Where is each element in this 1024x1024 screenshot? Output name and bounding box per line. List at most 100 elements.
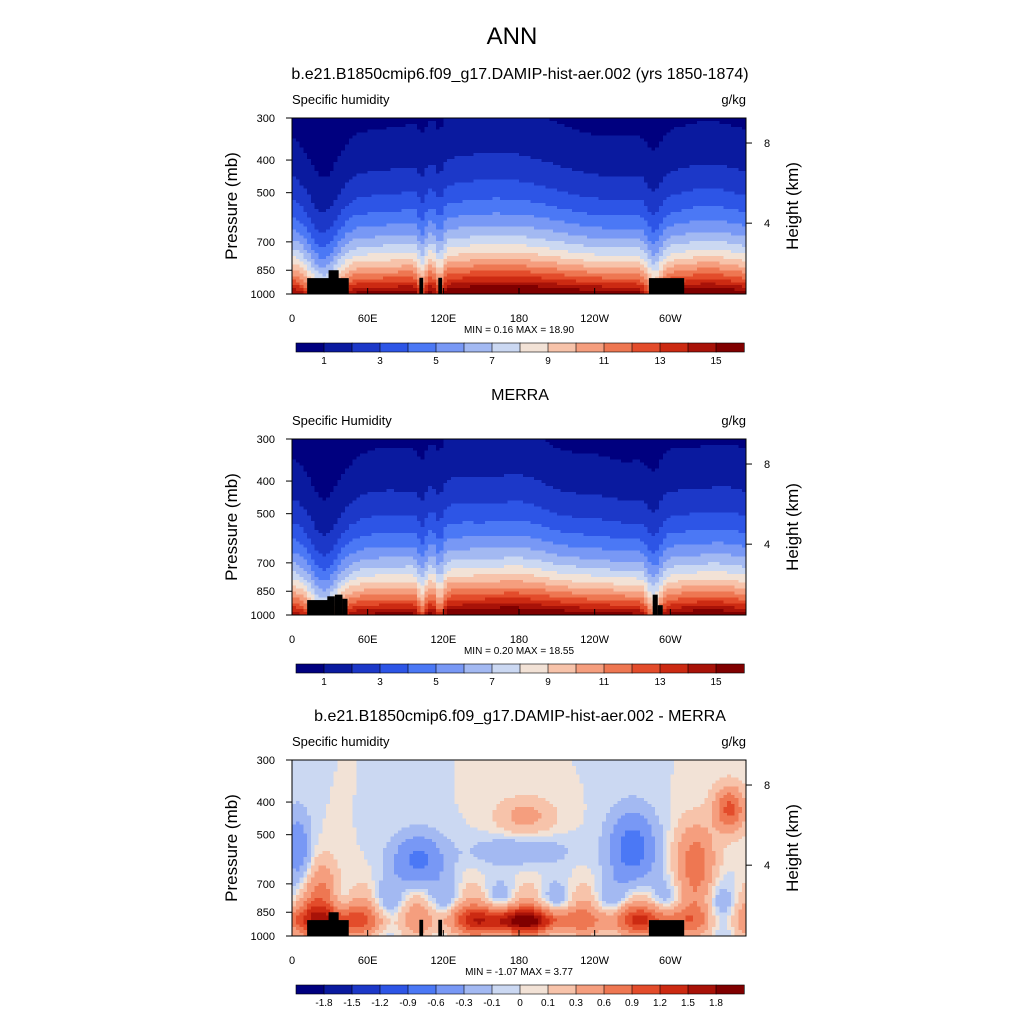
colorbar-label: 13: [654, 677, 666, 688]
colorbar: -1.8 -1.5 -1.2 -0.9 -0.6 -0.3 -0.1 0 0.1 0.3 0.6 0.…: [295, 984, 745, 1009]
y-tick-label: 850: [257, 907, 275, 919]
panel-3: b.e21.B1850cmip6.f09_g17.DAMIP-hist-aer.…: [222, 708, 802, 1009]
colorbar-label: 15: [710, 677, 722, 688]
colorbar-label: 9: [545, 356, 551, 367]
figure-title: ANN: [487, 23, 538, 50]
colorbar-label: 1.8: [709, 998, 723, 1009]
colorbar-label: 5: [433, 356, 439, 367]
contour-field: [292, 118, 747, 295]
x-tick-label: 60E: [358, 313, 378, 325]
colorbar-label: 7: [489, 677, 495, 688]
colorbar-label: 1.5: [681, 998, 695, 1009]
colorbar: 1 3 5 7 9 11 13 15: [295, 342, 745, 367]
colorbar-box: [659, 342, 689, 353]
units-label: g/kg: [721, 734, 746, 749]
colorbar-box: [519, 342, 549, 353]
units-label: g/kg: [721, 413, 746, 428]
colorbar-label: 3: [377, 677, 383, 688]
colorbar-box: [715, 342, 745, 353]
colorbar-box: [407, 342, 437, 353]
y-right-tick-label: 8: [764, 459, 770, 471]
colorbar-box: [379, 342, 409, 353]
colorbar-box: [379, 984, 409, 995]
colorbar-box: [631, 663, 661, 674]
x-tick-label: 0: [289, 313, 295, 325]
colorbar-box: [631, 984, 661, 995]
colorbar-box: [687, 984, 717, 995]
y-right-axis-label: Height (km): [783, 804, 802, 892]
colorbar-box: [463, 663, 493, 674]
variable-name: Specific humidity: [292, 92, 390, 107]
units-label: g/kg: [721, 92, 746, 107]
colorbar-box: [659, 984, 689, 995]
x-tick-label: 60W: [659, 313, 682, 325]
colorbar-box: [575, 663, 605, 674]
colorbar-box: [407, 984, 437, 995]
x-tick-label: 120W: [580, 313, 609, 325]
colorbar-label: 15: [710, 356, 722, 367]
colorbar-box: [519, 984, 549, 995]
colorbar-box: [295, 663, 325, 674]
colorbar-label: 1: [321, 356, 327, 367]
y-tick-label: 500: [257, 509, 275, 521]
colorbar-label: -1.2: [371, 998, 389, 1009]
colorbar-box: [575, 342, 605, 353]
y-tick-label: 1000: [251, 610, 275, 622]
colorbar-box: [547, 663, 577, 674]
colorbar-label: 0.3: [569, 998, 583, 1009]
y-tick-label: 400: [257, 797, 275, 809]
min-max-stats: MIN = -1.07 MAX = 3.77: [465, 967, 573, 978]
colorbar-box: [631, 342, 661, 353]
colorbar-label: 1.2: [653, 998, 667, 1009]
y-right-tick-label: 8: [764, 138, 770, 150]
topography-mask: [307, 270, 685, 294]
colorbar-box: [519, 663, 549, 674]
colorbar-label: 3: [377, 356, 383, 367]
y-axis-label: Pressure (mb): [222, 152, 241, 260]
colorbar-label: -0.6: [427, 998, 445, 1009]
y-right-tick-label: 4: [764, 539, 770, 551]
colorbar-box: [435, 342, 465, 353]
topography-mask: [307, 912, 685, 936]
y-tick-label: 700: [257, 558, 275, 570]
colorbar-label: 0: [517, 998, 523, 1009]
colorbar-box: [491, 984, 521, 995]
y-tick-label: 300: [257, 113, 275, 125]
colorbar-box: [323, 984, 353, 995]
colorbar-box: [379, 663, 409, 674]
colorbar-label: 11: [599, 677, 610, 688]
colorbar-label: -0.1: [483, 998, 501, 1009]
colorbar-box: [575, 984, 605, 995]
min-max-stats: MIN = 0.20 MAX = 18.55: [464, 646, 574, 657]
colorbar-box: [463, 342, 493, 353]
colorbar-box: [323, 663, 353, 674]
y-tick-label: 1000: [251, 289, 275, 301]
colorbar-label: -0.9: [399, 998, 417, 1009]
colorbar-label: 11: [599, 356, 610, 367]
colorbar: 1 3 5 7 9 11 13 15: [295, 663, 745, 688]
colorbar-box: [435, 984, 465, 995]
x-tick-label: 0: [289, 955, 295, 967]
panel-title: MERRA: [491, 387, 549, 404]
x-tick-label: 60W: [659, 955, 682, 967]
y-tick-label: 300: [257, 755, 275, 767]
colorbar-label: 9: [545, 677, 551, 688]
colorbar-label: -0.3: [455, 998, 473, 1009]
colorbar-box: [351, 342, 381, 353]
y-right-axis-label: Height (km): [783, 162, 802, 250]
y-right-tick-label: 4: [764, 218, 770, 230]
contour-field: [292, 439, 747, 616]
colorbar-label: 7: [489, 356, 495, 367]
colorbar-box: [547, 342, 577, 353]
min-max-stats: MIN = 0.16 MAX = 18.90: [464, 325, 574, 336]
colorbar-label: 5: [433, 677, 439, 688]
colorbar-box: [547, 984, 577, 995]
y-tick-label: 700: [257, 237, 275, 249]
x-tick-label: 120W: [580, 634, 609, 646]
topography-mask: [307, 594, 663, 615]
colorbar-box: [323, 342, 353, 353]
x-tick-label: 120E: [430, 955, 456, 967]
colorbar-label: -1.8: [315, 998, 333, 1009]
